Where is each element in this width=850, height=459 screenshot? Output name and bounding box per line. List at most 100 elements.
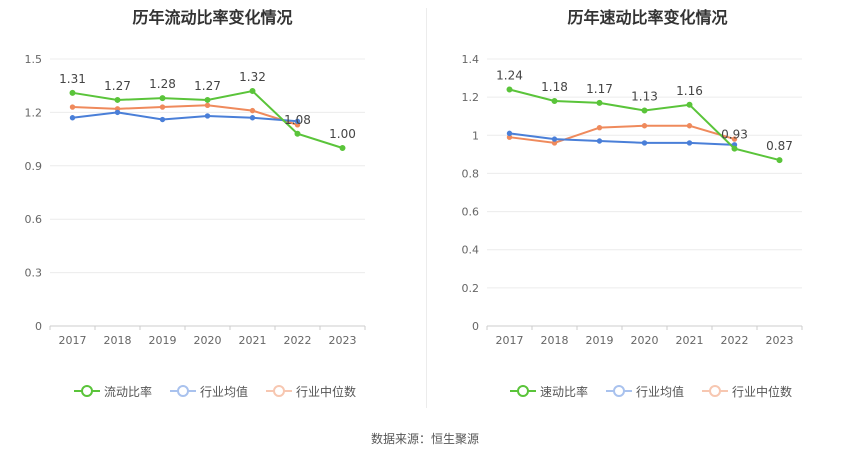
data-point <box>294 130 301 137</box>
legend-swatch-blue-icon <box>170 385 197 397</box>
data-point <box>159 95 166 102</box>
legend-current-ratio: 流动比率 行业均值 行业中位数 <box>74 382 374 400</box>
data-point <box>551 136 558 142</box>
x-tick-label: 2020 <box>194 334 222 347</box>
x-tick-label: 2023 <box>329 334 357 347</box>
data-label: 1.13 <box>631 89 658 103</box>
data-point <box>294 118 301 125</box>
data-source-note: 数据来源：恒生聚源 <box>370 432 479 446</box>
data-point <box>596 138 603 144</box>
y-tick-label: 1 <box>472 129 479 142</box>
chart-title-quick-ratio: 历年速动比率变化情况 <box>567 8 728 27</box>
data-label: 1.27 <box>104 79 131 93</box>
x-tick-label: 2021 <box>676 334 704 347</box>
y-tick-label: 0.4 <box>462 244 480 257</box>
x-tick-label: 2020 <box>631 334 659 347</box>
data-label: 1.08 <box>284 113 311 127</box>
data-point <box>204 102 211 108</box>
data-label: 1.31 <box>59 72 86 86</box>
legend-item-industry-mean[interactable]: 行业均值 <box>606 383 684 400</box>
data-point <box>114 109 121 116</box>
series-line <box>509 124 735 144</box>
data-point <box>551 97 558 104</box>
data-point <box>686 123 693 129</box>
data-point <box>204 113 211 119</box>
legend-item-industry-mean[interactable]: 行业均值 <box>170 383 248 400</box>
data-label: 1.17 <box>586 82 613 96</box>
legend-label: 速动比率 <box>540 384 589 399</box>
x-tick-label: 2022 <box>721 334 749 347</box>
x-tick-label: 2023 <box>766 334 794 347</box>
x-tick-label: 2021 <box>239 334 267 347</box>
panel-divider <box>426 8 427 408</box>
y-tick-label: 1.2 <box>462 91 480 104</box>
data-point <box>114 96 121 103</box>
data-point <box>249 115 256 121</box>
x-tick-label: 2017 <box>59 334 87 347</box>
data-label: 1.27 <box>194 79 221 93</box>
data-point <box>731 136 738 142</box>
data-point <box>69 104 76 110</box>
legend-swatch-green-icon <box>74 385 100 397</box>
legend-item-industry-median[interactable]: 行业中位数 <box>266 383 356 400</box>
legend-swatch-green-icon <box>510 385 536 397</box>
data-label: 1.32 <box>239 70 266 84</box>
data-point <box>686 140 693 146</box>
data-point <box>249 88 256 95</box>
data-point <box>641 107 648 114</box>
data-point <box>596 99 603 106</box>
data-point <box>641 123 648 129</box>
data-point <box>776 157 783 164</box>
data-point <box>159 104 166 110</box>
x-tick-label: 2019 <box>149 334 177 347</box>
data-label: 1.00 <box>329 127 356 141</box>
data-point <box>506 86 513 93</box>
data-label: 1.18 <box>541 80 568 94</box>
series-line <box>72 111 298 123</box>
legend-item-quick-ratio[interactable]: 速动比率 <box>510 383 588 400</box>
y-tick-label: 0 <box>472 320 479 333</box>
legend-item-current-ratio[interactable]: 流动比率 <box>74 383 152 400</box>
data-point <box>69 89 76 96</box>
data-point <box>249 107 256 114</box>
legend-quick-ratio: 速动比率 行业均值 行业中位数 <box>510 382 810 400</box>
series-line <box>509 132 735 146</box>
legend-item-industry-median[interactable]: 行业中位数 <box>702 383 792 400</box>
y-tick-label: 1.4 <box>462 53 480 66</box>
legend-label: 行业中位数 <box>296 384 357 399</box>
y-tick-label: 1.2 <box>25 106 43 119</box>
data-point <box>506 130 513 137</box>
data-point <box>641 140 648 146</box>
chart-title-current-ratio: 历年流动比率变化情况 <box>132 8 293 27</box>
x-tick-label: 2018 <box>104 334 132 347</box>
y-tick-label: 0.6 <box>25 213 43 226</box>
y-tick-label: 0.9 <box>25 160 43 173</box>
data-label: 1.16 <box>676 84 703 98</box>
data-point <box>731 145 738 152</box>
legend-swatch-orange-icon <box>266 385 293 397</box>
data-point <box>159 116 166 123</box>
data-label: 1.24 <box>496 69 523 83</box>
y-tick-label: 0.2 <box>462 282 480 295</box>
x-tick-label: 2019 <box>586 334 614 347</box>
series-line <box>72 104 298 126</box>
data-label: 0.93 <box>721 128 748 142</box>
y-tick-label: 0.6 <box>462 206 480 219</box>
y-tick-label: 0.8 <box>462 167 480 180</box>
data-point <box>204 96 211 103</box>
data-label: 0.87 <box>766 139 793 153</box>
y-tick-label: 1.5 <box>25 53 43 66</box>
data-point <box>686 101 693 108</box>
data-point <box>596 124 603 131</box>
legend-swatch-orange-icon <box>702 385 729 397</box>
x-tick-label: 2017 <box>496 334 524 347</box>
data-label: 1.28 <box>149 77 176 91</box>
data-point <box>339 145 346 151</box>
data-point <box>69 115 76 121</box>
y-tick-label: 0.3 <box>25 267 43 280</box>
x-tick-label: 2022 <box>284 334 312 347</box>
legend-label: 行业均值 <box>200 384 249 399</box>
legend-label: 流动比率 <box>104 384 153 399</box>
